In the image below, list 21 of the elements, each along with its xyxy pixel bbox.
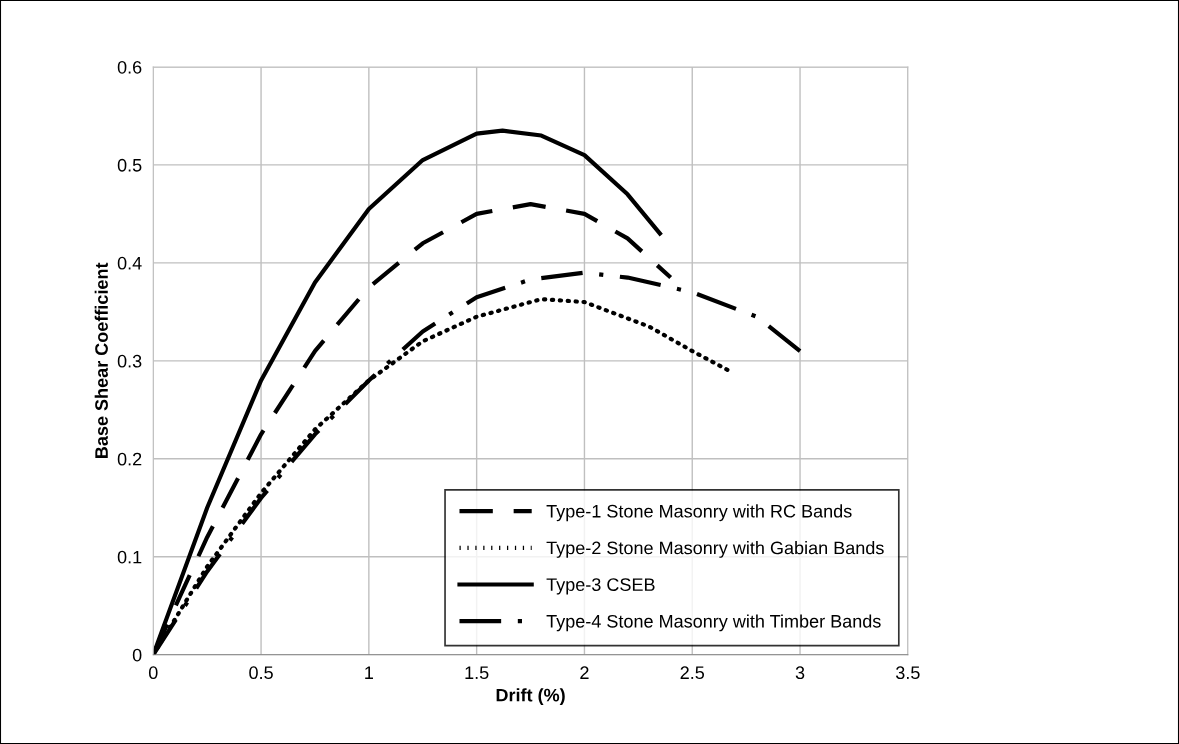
y-tick-label: 0.2	[117, 452, 142, 466]
y-axis-title: Base Shear Coefficient	[94, 262, 108, 458]
y-tick-label: 0	[132, 648, 142, 662]
x-tick-label: 2	[580, 666, 589, 679]
y-tick-label: 0.6	[117, 60, 142, 74]
y-tick-label: 0.3	[117, 354, 142, 368]
x-tick-label: 3.5	[895, 666, 920, 680]
legend-label: Type-4 Stone Masonry with Timber Bands	[546, 614, 881, 632]
y-tick-label: 0.1	[117, 550, 142, 564]
x-tick-label: 0.5	[249, 666, 273, 680]
y-tick-label: 0.5	[117, 158, 142, 172]
x-tick-label: 1.5	[465, 666, 489, 680]
x-tick-label: 3	[795, 666, 805, 680]
x-tick-label: 0	[148, 666, 158, 680]
legend-label: Type-3 CSEB	[546, 578, 655, 595]
x-tick-label: 2.5	[680, 666, 705, 680]
legend-label: Type-2 Stone Masonry with Gabian Bands	[546, 541, 884, 558]
legend-label: Type-1 Stone Masonry with RC Bands	[546, 504, 852, 522]
y-tick-label: 0.4	[117, 256, 142, 270]
x-tick-label: 1	[365, 666, 373, 679]
x-axis-title: Drift (%)	[496, 688, 565, 706]
